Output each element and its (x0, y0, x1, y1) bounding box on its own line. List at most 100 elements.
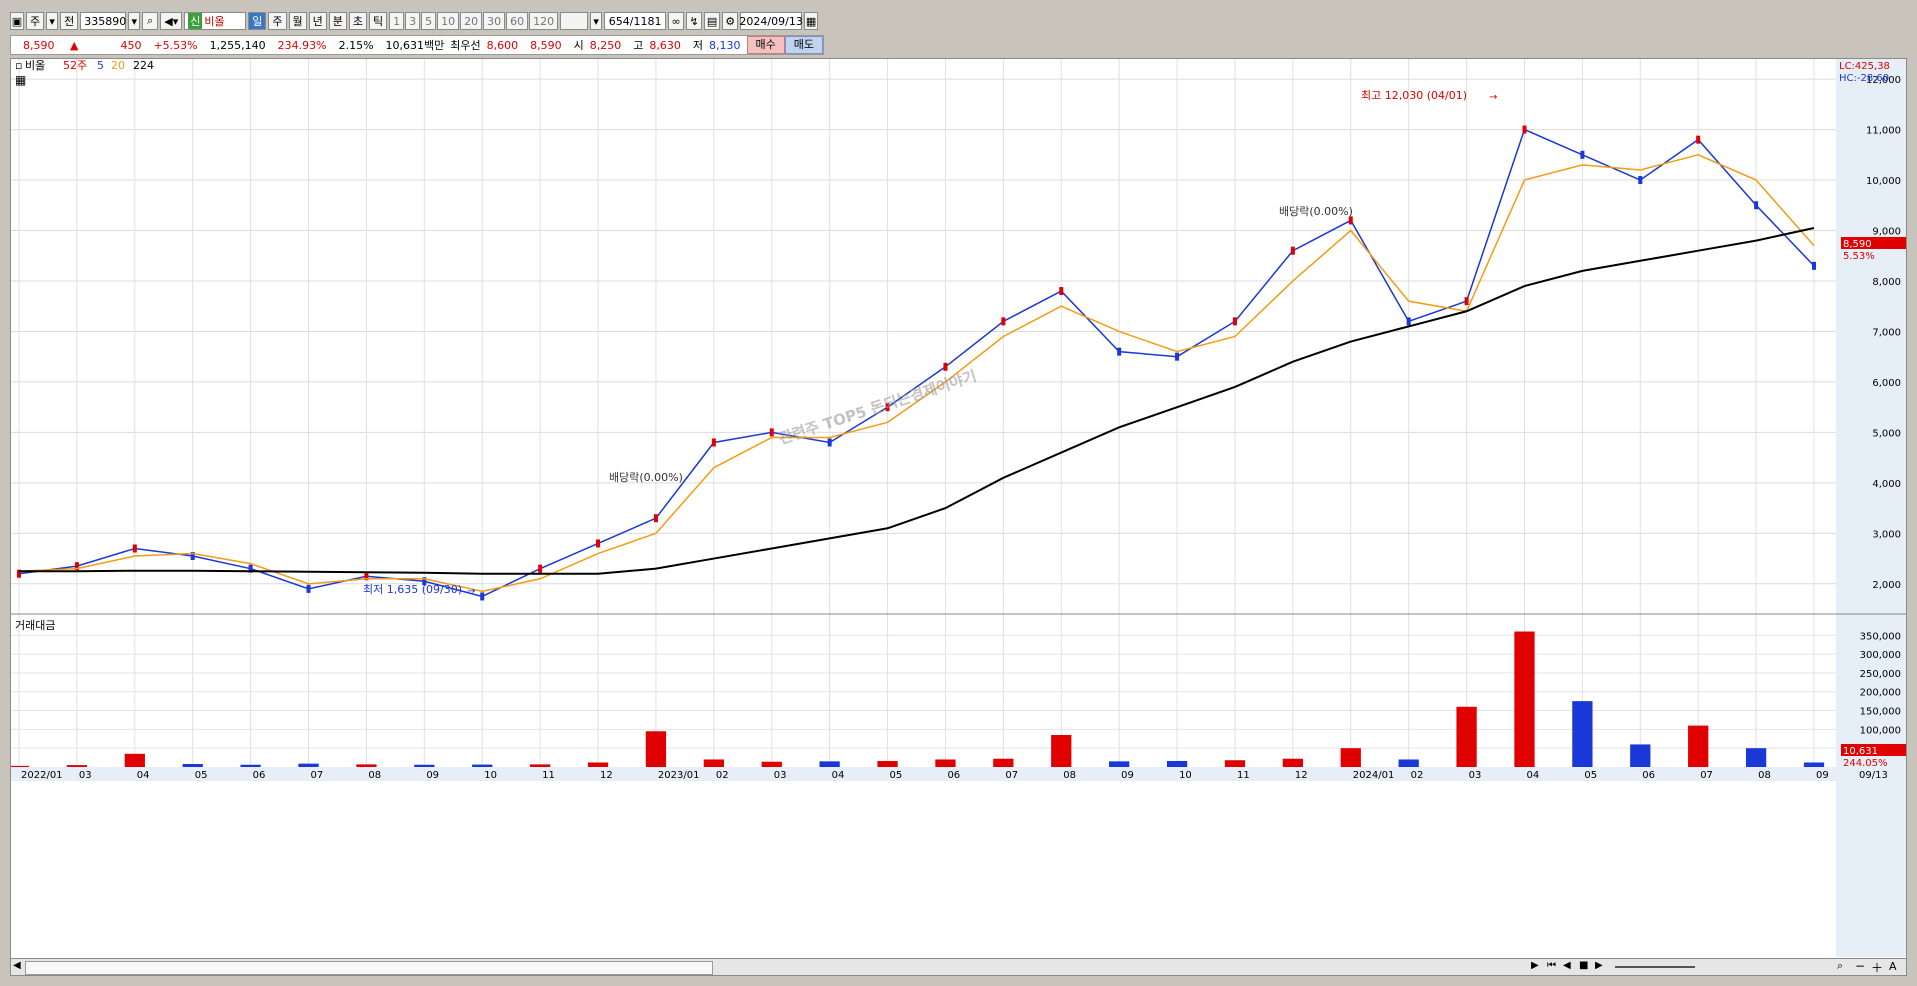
chart-area[interactable]: 2,000 3,000 4,000 5,000 6,000 7,000 8,000 9,000… (8, 58, 1907, 970)
search-zoom-icon[interactable]: ⌕ (1837, 959, 1844, 972)
sell-button[interactable]: 매도 (784, 36, 824, 54)
period-tab-1[interactable]: 주 (268, 12, 287, 30)
price-candle (1348, 216, 1353, 225)
legend-name-icon: ▫ (15, 59, 22, 72)
volume-bar (8, 765, 30, 767)
font-size-icon[interactable]: A (1889, 960, 1897, 973)
stock-name: 비올 (204, 15, 225, 28)
period-tab-6[interactable]: 틱 (369, 12, 388, 30)
volume-bar (298, 763, 319, 767)
series-line-ma5 (18, 128, 1815, 598)
period-tab-5[interactable]: 초 (348, 12, 367, 30)
code-dropdown-icon[interactable]: ▾ (128, 12, 141, 30)
interval-tab-2[interactable]: 5 (421, 12, 437, 30)
zoom-out-icon[interactable]: − (1855, 959, 1866, 973)
time-tick-label: 06 (253, 770, 266, 781)
save-icon[interactable]: ▤ (704, 12, 721, 30)
scroll-thumb[interactable] (25, 961, 713, 975)
volume-bar (587, 762, 609, 767)
period-tab-3[interactable]: 년 (308, 12, 327, 30)
interval-tab-4[interactable]: 20 (460, 12, 483, 30)
interval-tab-6[interactable]: 60 (506, 12, 529, 30)
type-select[interactable]: 전 (60, 12, 79, 30)
zoom-slider[interactable] (1615, 966, 1695, 968)
price-tick-label: 8,000 (1872, 277, 1901, 288)
search-icon[interactable]: ⌕ (142, 12, 159, 30)
scroll-right-icon[interactable]: ▶ (1531, 960, 1539, 971)
period-tab-4[interactable]: 분 (328, 12, 347, 30)
volume-bar (1456, 706, 1477, 767)
price-candle (1464, 297, 1469, 306)
volume-bar (877, 760, 898, 767)
interval-tab-0[interactable]: 1 (389, 12, 405, 30)
interval-tab-1[interactable]: 3 (405, 12, 421, 30)
low-label: 저 (692, 39, 704, 52)
time-tick-label: 12 (600, 770, 613, 781)
zoom-in-icon[interactable]: ＋ (1871, 961, 1884, 975)
gear-icon[interactable]: ⚙ (722, 12, 739, 30)
layout-icon[interactable]: ▣ (10, 12, 24, 30)
nav-prev-icon[interactable]: ◀ (1563, 960, 1571, 971)
time-tick-label: 07 (311, 770, 324, 781)
price-candle (364, 572, 369, 581)
interval-tab-7[interactable]: 120 (529, 12, 559, 30)
price-candle (1059, 287, 1064, 296)
quote-bar: 8,590 ▲ 450 +5.53% 1,255,140 234.93% 2.1… (10, 35, 825, 55)
price-candle (1580, 150, 1585, 159)
price-candle (1175, 352, 1180, 361)
buy-button[interactable]: 매수 (746, 36, 785, 54)
time-tick-label: 07 (1700, 770, 1713, 781)
price-candle (248, 564, 253, 573)
price-tick-label: 9,000 (1872, 227, 1901, 238)
price-chart-svg[interactable]: 2,000 3,000 4,000 5,000 6,000 7,000 8,000 9,000… (8, 59, 1906, 957)
speaker-icon[interactable]: ◀▾ (160, 12, 183, 30)
blank-field[interactable] (560, 12, 589, 30)
volume-tick-label: 350,000 (1860, 631, 1901, 642)
nav-stop-icon[interactable]: ■ (1579, 960, 1589, 971)
count-input[interactable]: 654/1181 (604, 12, 667, 30)
horizontal-scrollbar[interactable]: ◀ ▶ ⏮ ◀ ■ ▶ ＋ − ⌕ A (10, 958, 1907, 976)
price-candle (943, 362, 948, 371)
open-value: 8,250 (589, 38, 622, 52)
draw-icon[interactable]: ↯ (686, 12, 703, 30)
code-input[interactable]: 335890 (80, 12, 127, 30)
count-value: 654 (608, 14, 630, 28)
calendar-icon[interactable]: ▦ (804, 12, 819, 30)
time-tick-label: 08 (1758, 770, 1771, 781)
stock-name-field[interactable]: 신 비올 (184, 12, 247, 30)
period-tab-0[interactable]: 일 (248, 12, 267, 30)
interval-tab-5[interactable]: 30 (483, 12, 506, 30)
price-candle (653, 514, 658, 523)
nav-first-icon[interactable]: ⏮ (1547, 960, 1556, 971)
market-select[interactable]: 주 (26, 12, 45, 30)
price-tick-label: 5,000 (1872, 428, 1901, 439)
up-arrow-icon: ▲ (70, 38, 79, 52)
interval-tab-3[interactable]: 10 (437, 12, 460, 30)
blank-dropdown-icon[interactable]: ▾ (590, 12, 603, 30)
price-tick-label: 11,000 (1866, 126, 1901, 137)
period-tab-2[interactable]: 월 (288, 12, 307, 30)
date-input[interactable]: 2024/09/13 (739, 12, 803, 30)
price-tag-value: 8,590 (1843, 239, 1872, 250)
grid-toggle-icon[interactable]: ▦ (15, 73, 26, 87)
volume-bar (1745, 748, 1767, 767)
interval-tabs: 1 3 5 10 20 30 60 120 (389, 12, 559, 30)
volume-bar (356, 764, 377, 767)
time-tick-label: 11 (542, 770, 555, 781)
nav-next-icon[interactable]: ▶ (1595, 960, 1603, 971)
high-marker-icon: → (1489, 92, 1497, 103)
volume-bar (1803, 762, 1825, 767)
price-candle (596, 539, 601, 548)
time-tick-label: 02 (716, 770, 729, 781)
lc-info: LC:425,38 (1839, 61, 1890, 72)
volume-bar (761, 761, 782, 767)
price-candle (1754, 201, 1759, 210)
scroll-left-icon[interactable]: ◀ (13, 960, 21, 971)
link-icon[interactable]: ∞ (668, 12, 685, 30)
price-candle (1290, 246, 1295, 255)
price-candle (1812, 261, 1816, 270)
dropdown-icon[interactable]: ▾ (46, 12, 59, 30)
